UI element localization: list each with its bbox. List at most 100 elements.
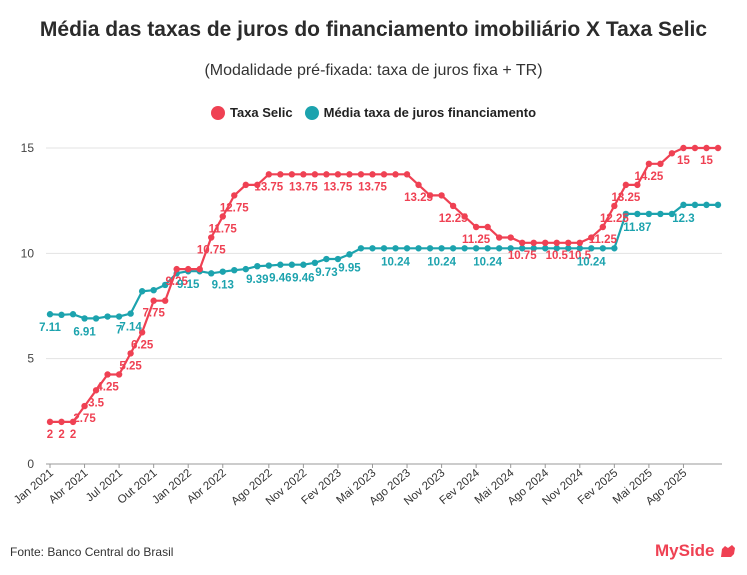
data-label-selic: 13.75 [358,181,387,193]
data-point-financiamento [519,245,526,252]
data-point-selic [219,213,226,220]
data-point-selic [46,418,54,426]
data-label-financiamento: 9.46 [292,273,314,285]
data-point-financiamento [542,245,549,252]
data-point-selic [588,234,595,241]
data-point-selic [415,181,422,189]
data-point-financiamento [277,261,284,268]
data-point-selic [173,265,180,273]
data-point-financiamento [495,245,503,252]
data-label-selic: 7.75 [142,308,165,320]
data-label-selic: 15 [700,155,713,167]
data-point-financiamento [265,262,273,269]
dog-icon [720,545,735,557]
data-point-selic [196,265,203,273]
data-point-financiamento [288,261,296,268]
data-point-financiamento [231,266,238,274]
data-point-financiamento [530,245,537,252]
data-point-financiamento [680,201,687,209]
data-point-selic [680,144,687,152]
data-label-selic: 12.75 [220,202,249,214]
data-point-selic [461,213,468,220]
x-tick-label: Abr 2021 [47,467,90,506]
data-point-selic [231,192,238,199]
data-point-selic [265,171,273,178]
data-point-financiamento [369,245,376,252]
data-point-selic [334,171,342,178]
x-tick-label: Abr 2022 [185,467,228,506]
data-point-selic [484,223,491,231]
data-point-selic [565,239,572,246]
data-label-selic: 10.5 [569,250,592,262]
data-label-financiamento: 12.3 [672,213,694,225]
legend-label-selic: Taxa Selic [229,105,293,120]
data-point-selic [426,192,434,199]
legend-dot-financiamento-icon [304,105,319,120]
data-label-selic: 12.25 [600,213,629,225]
data-label-selic: 10.75 [508,250,537,262]
data-point-selic [438,192,445,199]
data-point-financiamento [161,281,169,289]
data-label-selic: 9.25 [165,276,188,288]
data-point-financiamento [645,210,653,218]
data-point-financiamento [668,210,676,218]
data-point-selic [392,171,399,178]
data-point-selic [403,171,411,178]
data-label-selic: 13.75 [254,181,283,193]
data-point-financiamento [588,245,595,252]
data-point-selic [81,402,88,410]
data-point-selic [472,223,480,231]
data-point-financiamento [254,262,261,270]
data-label-selic: 5.25 [119,360,142,372]
data-point-selic [115,371,123,378]
legend-item-financiamento[interactable]: Média taxa de juros financiamento [304,105,536,120]
data-point-financiamento [576,245,583,252]
data-point-selic [104,371,111,378]
legend-dot-selic-icon [210,105,225,120]
data-label-financiamento: 9.73 [315,267,337,279]
brand-logo: MySide [655,541,737,561]
data-point-selic [530,239,537,246]
data-point-financiamento [300,261,307,268]
data-point-selic [208,234,215,241]
legend-item-selic[interactable]: Taxa Selic [210,105,293,120]
data-point-financiamento [703,201,710,209]
data-point-financiamento [634,210,641,218]
data-label-financiamento: 7 [116,325,122,337]
data-point-selic [519,239,526,246]
data-point-selic [369,171,376,178]
data-point-selic [150,297,157,304]
data-label-financiamento: 11.87 [623,222,651,234]
data-point-financiamento [219,268,226,275]
data-point-financiamento [115,313,123,320]
data-point-selic [714,144,722,152]
y-tick-label: 15 [21,141,35,155]
data-point-selic [277,171,284,178]
data-label-financiamento: 10.24 [427,256,456,268]
data-point-financiamento [104,313,111,320]
data-point-financiamento [415,245,422,252]
data-point-selic [161,297,169,304]
chart-subtitle: (Modalidade pré-fixada: taxa de juros fi… [204,62,543,79]
data-point-financiamento [69,311,77,318]
data-point-selic [127,350,134,357]
data-point-financiamento [127,310,134,317]
data-label-financiamento: 9.95 [338,262,361,274]
data-label-selic: 13.75 [289,181,318,193]
data-point-selic [254,181,261,189]
data-point-financiamento [622,210,630,218]
data-point-selic [507,234,514,241]
data-point-financiamento [565,245,572,252]
data-label-selic: 13.25 [611,192,640,204]
data-label-selic: 15 [677,155,690,167]
data-point-selic [657,160,664,167]
data-point-financiamento [461,245,468,252]
data-point-selic [668,150,676,157]
data-point-financiamento [449,245,457,252]
data-point-financiamento [242,265,249,273]
data-point-financiamento [599,245,607,252]
data-point-financiamento [323,255,330,263]
data-label-financiamento: 9.46 [269,273,291,285]
data-label-selic: 6.25 [131,339,154,351]
